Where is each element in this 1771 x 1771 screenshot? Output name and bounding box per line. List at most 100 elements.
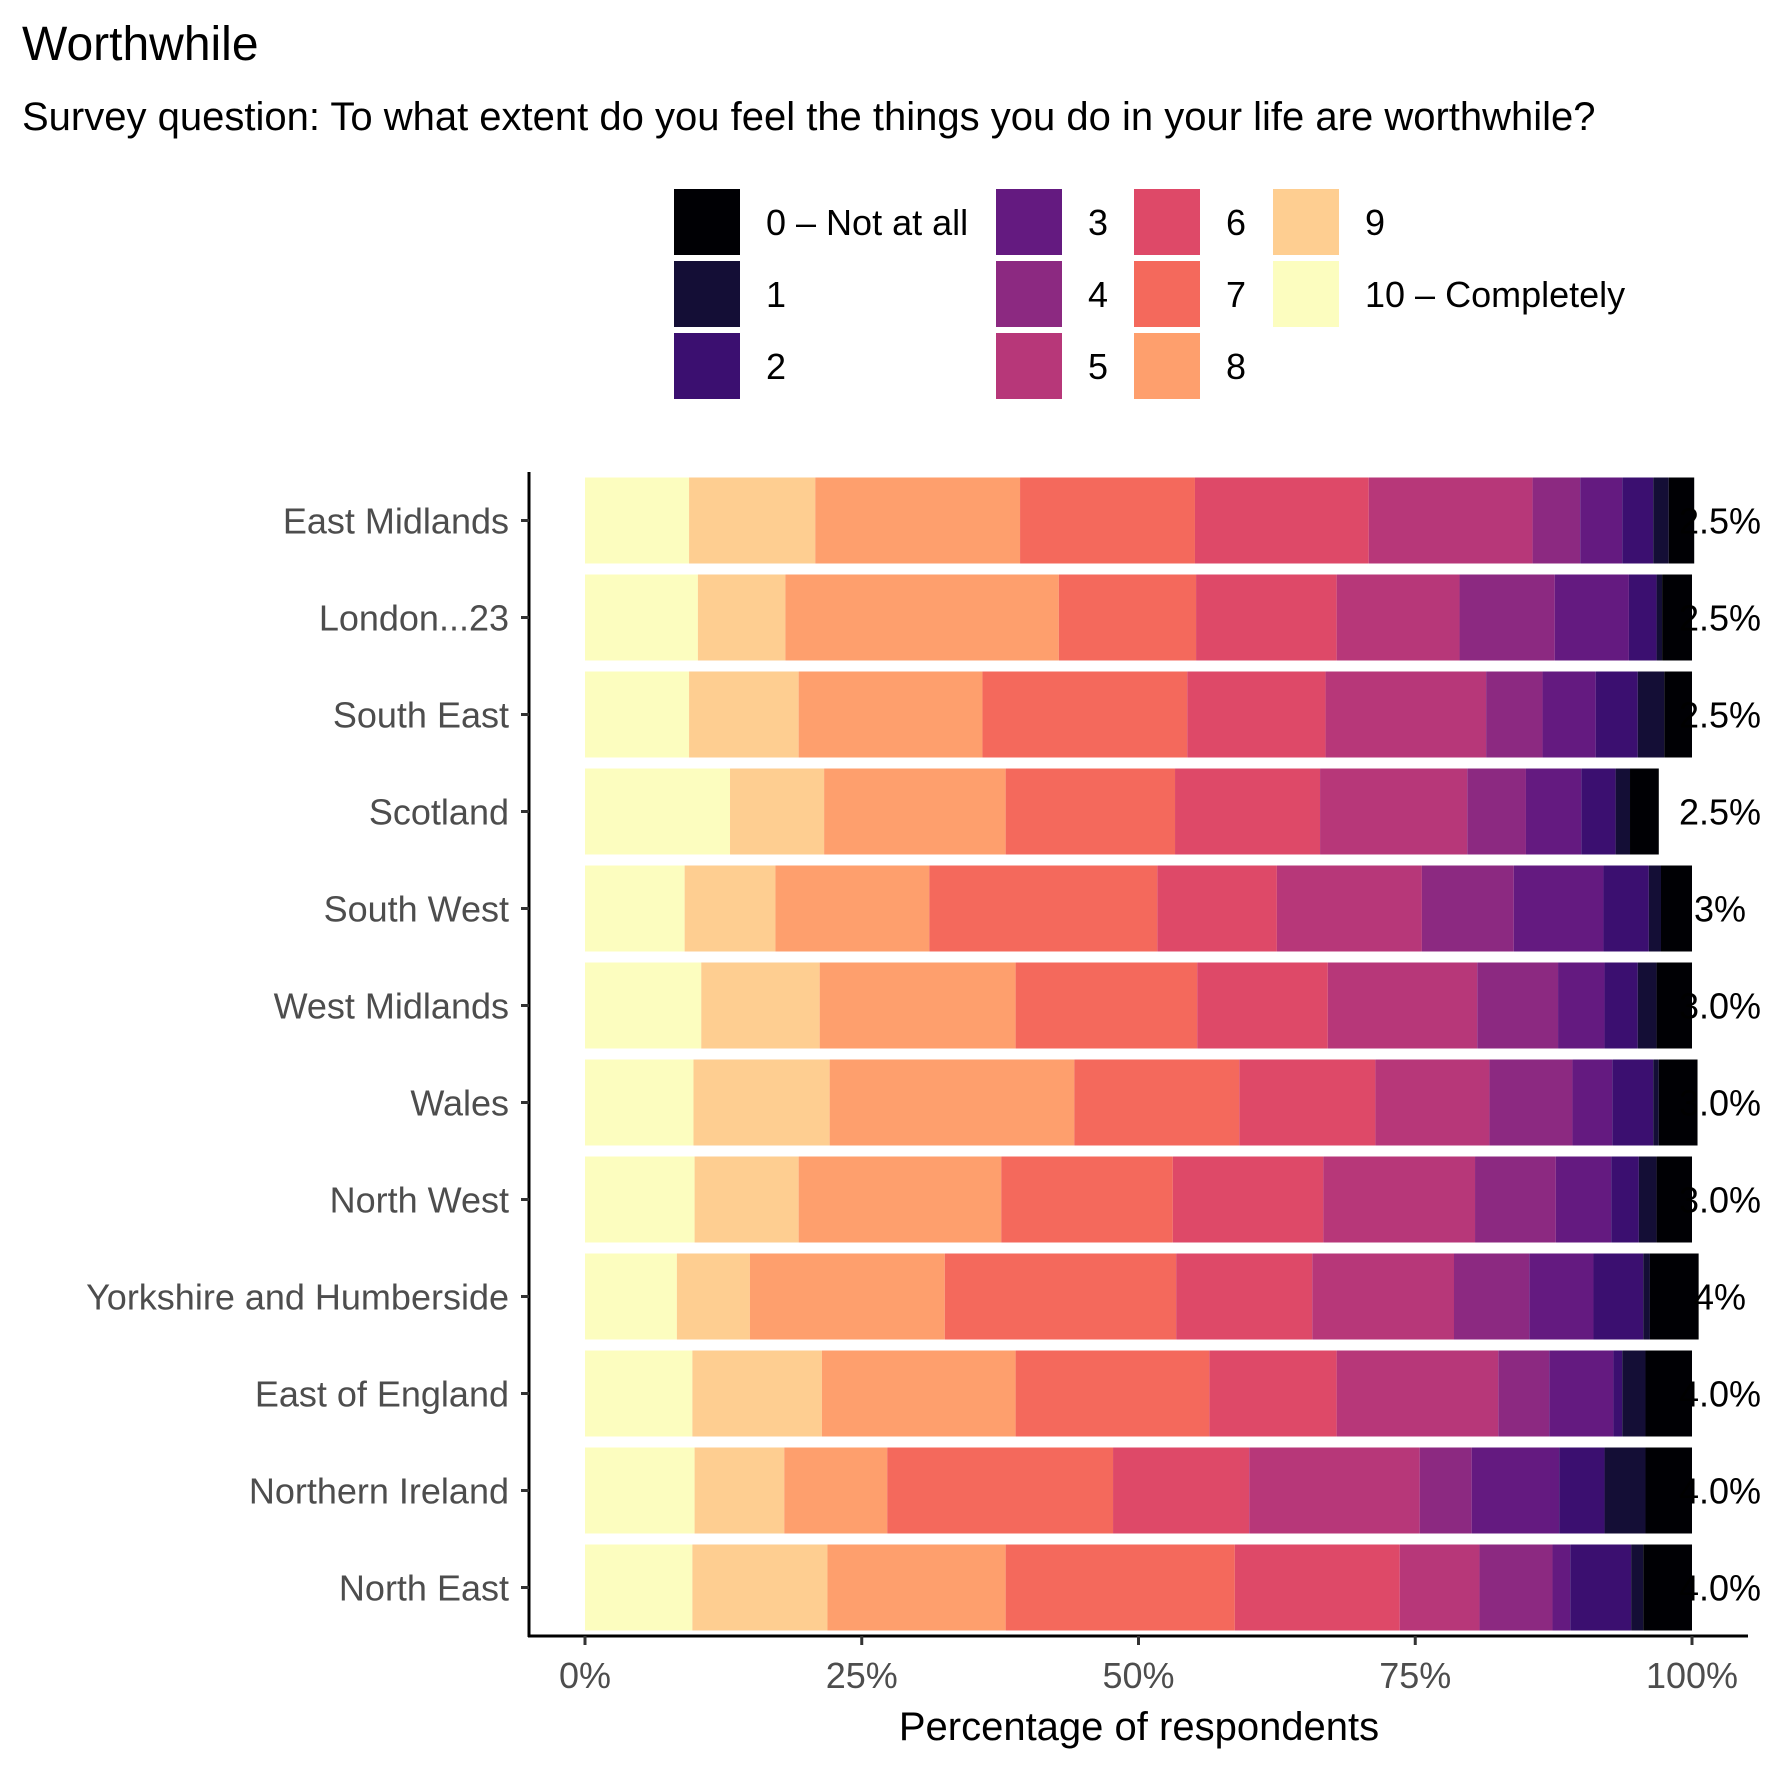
bar-north-west-9 [694,1156,799,1243]
bar-yorkshire-and-humberside-4 [1453,1253,1530,1340]
legend-label-10-completely: 10 – Completely [1365,274,1625,315]
legend-label-5: 5 [1088,346,1108,387]
y-axis-ticks: East Midlands London...23 South East Scotla… [86,501,529,1609]
bar-west-midlands-0-not-at-all [1656,962,1692,1049]
bar-north-west-1 [1638,1156,1657,1243]
bar-wales-5 [1375,1059,1490,1146]
bar-wales-7 [1074,1059,1240,1146]
bar-east-of-england-4 [1498,1350,1550,1437]
bar-north-west-2 [1611,1156,1639,1243]
bar-wales-4 [1489,1059,1573,1146]
bar-london-23-10-completely [585,574,698,661]
bar-scotland-1 [1615,768,1631,855]
bar-east-midlands-5 [1368,477,1533,564]
bar-south-east-6 [1187,671,1326,758]
bar-east-of-england-8 [821,1350,1016,1437]
bar-northern-ireland-0-not-at-all [1645,1447,1692,1534]
bar-wales-1 [1653,1059,1659,1146]
legend-label-8: 8 [1226,346,1246,387]
data-label-northern-ireland: 4.0% [1679,1471,1761,1512]
bar-north-east-10-completely [585,1544,693,1631]
bar-wales-2 [1612,1059,1654,1146]
bar-north-west-10-completely [585,1156,695,1243]
bar-south-west-4 [1421,865,1514,952]
bar-east-of-england-10-completely [585,1350,693,1437]
bar-northern-ireland-5 [1249,1447,1420,1534]
bar-north-east-0-not-at-all [1643,1544,1692,1631]
legend-label-0-not-at-all: 0 – Not at all [766,202,968,243]
legend-key-10-completely [1273,261,1339,327]
bar-south-west-2 [1603,865,1649,952]
x-tick-label-75: 75% [1379,1655,1451,1696]
bar-west-midlands-1 [1637,962,1657,1049]
bar-east-of-england-0-not-at-all [1645,1350,1692,1437]
legend-label-1: 1 [766,274,786,315]
bar-south-west-10-completely [585,865,685,952]
bar-scotland-4 [1467,768,1526,855]
data-label-yorkshire-and-humberside: 4% [1694,1277,1746,1318]
legend-key-6 [1134,189,1200,255]
bar-east-midlands-9 [689,477,816,564]
bar-north-west-7 [1001,1156,1173,1243]
bar-east-of-england-3 [1549,1350,1614,1437]
bar-yorkshire-and-humberside-3 [1529,1253,1594,1340]
data-label-north-west: 3.0% [1679,1180,1761,1221]
bar-east-midlands-8 [815,477,1021,564]
legend: 0 – Not at all 1 2 3 4 5 6 7 8 9 10 – Completely [674,189,1625,399]
x-tick-label-25: 25% [826,1655,898,1696]
data-label-london-23: 2.5% [1679,598,1761,639]
bar-south-east-2 [1595,671,1638,758]
bar-northern-ireland-3 [1471,1447,1560,1534]
bar-london-23-7 [1058,574,1197,661]
bar-south-east-7 [982,671,1188,758]
bar-london-23-5 [1336,574,1460,661]
bar-north-west-8 [798,1156,1002,1243]
bar-wales-8 [829,1059,1075,1146]
bar-south-east-5 [1325,671,1487,758]
bar-north-west-6 [1172,1156,1324,1243]
bar-west-midlands-8 [819,962,1016,1049]
bar-scotland-9 [730,768,825,855]
bar-south-west-9 [684,865,776,952]
y-tick-label-east-midlands: East Midlands [283,501,509,542]
bar-east-midlands-0-not-at-all [1668,477,1695,564]
bar-yorkshire-and-humberside-0-not-at-all [1649,1253,1699,1340]
bar-north-west-0-not-at-all [1656,1156,1692,1243]
bar-east-midlands-7 [1020,477,1195,564]
bar-north-east-2 [1570,1544,1632,1631]
bar-north-west-5 [1323,1156,1476,1243]
bar-scotland-5 [1320,768,1468,855]
bar-scotland-10-completely [585,768,731,855]
bars: 2.5% 2.5% 2.5% 2.5% 3% 3.0% 3.0% 3.0% 4% 4.0% 4.0%… [585,477,1761,1631]
legend-key-0-not-at-all [674,189,740,255]
chart-subtitle: Survey question: To what extent do you f… [22,95,1596,139]
bar-yorkshire-and-humberside-9 [676,1253,750,1340]
bar-south-east-4 [1486,671,1543,758]
bar-northern-ireland-1 [1604,1447,1646,1534]
bar-west-midlands-2 [1604,962,1638,1049]
bar-south-east-8 [798,671,983,758]
x-tick-label-100: 100% [1646,1655,1738,1696]
bar-east-of-england-7 [1015,1350,1210,1437]
bar-west-midlands-4 [1477,962,1559,1049]
bar-west-midlands-7 [1015,962,1198,1049]
bar-north-east-7 [1005,1544,1235,1631]
bar-south-west-7 [929,865,1158,952]
bar-scotland-6 [1175,768,1321,855]
bar-east-of-england-9 [692,1350,822,1437]
y-tick-label-north-east: North East [339,1568,509,1609]
legend-label-9: 9 [1365,202,1385,243]
bar-northern-ireland-9 [694,1447,785,1534]
legend-key-8 [1134,333,1200,399]
y-tick-label-west-midlands: West Midlands [274,986,509,1027]
bar-scotland-2 [1581,768,1616,855]
bar-scotland-0-not-at-all [1630,768,1659,855]
bar-yorkshire-and-humberside-6 [1176,1253,1313,1340]
bar-north-east-8 [827,1544,1006,1631]
bar-yorkshire-and-humberside-2 [1593,1253,1644,1340]
data-label-east-midlands: 2.5% [1679,501,1761,542]
y-tick-label-scotland: Scotland [369,792,509,833]
bar-south-west-0-not-at-all [1661,865,1692,952]
x-tick-label-0: 0% [559,1655,611,1696]
bar-wales-9 [693,1059,830,1146]
